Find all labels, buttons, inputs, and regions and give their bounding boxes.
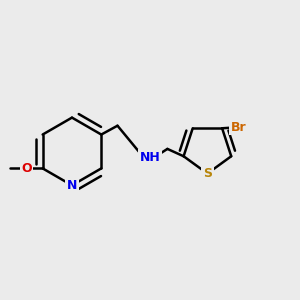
Text: N: N xyxy=(67,179,77,192)
Text: Br: Br xyxy=(230,121,246,134)
Text: O: O xyxy=(21,162,32,175)
Text: NH: NH xyxy=(140,151,160,164)
Text: S: S xyxy=(203,167,212,180)
